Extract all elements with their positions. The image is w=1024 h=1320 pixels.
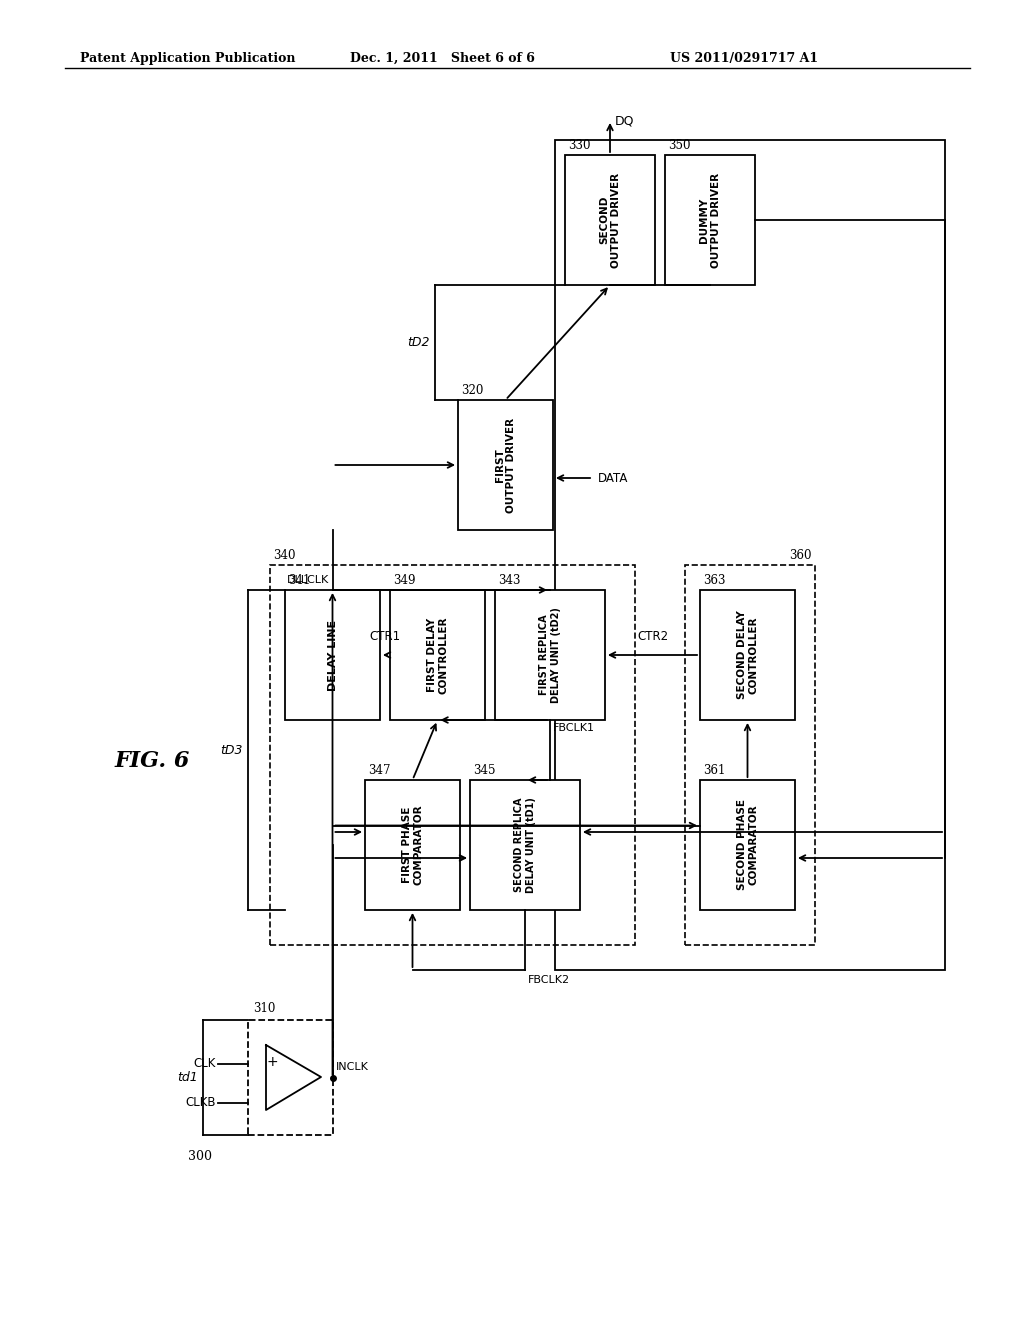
Text: 345: 345 <box>473 764 496 777</box>
Polygon shape <box>266 1045 321 1110</box>
Text: 349: 349 <box>393 574 416 587</box>
Text: 363: 363 <box>703 574 725 587</box>
Text: SECOND DELAY
CONTROLLER: SECOND DELAY CONTROLLER <box>736 611 759 700</box>
Bar <box>700 590 795 719</box>
Text: DUMMY
OUTPUT DRIVER: DUMMY OUTPUT DRIVER <box>699 173 721 268</box>
Text: tD3: tD3 <box>220 743 243 756</box>
Text: DATA: DATA <box>598 471 629 484</box>
Text: CTR2: CTR2 <box>637 630 668 643</box>
Bar <box>458 400 553 531</box>
Bar <box>285 590 380 719</box>
Text: FIRST DELAY
CONTROLLER: FIRST DELAY CONTROLLER <box>427 616 449 694</box>
Text: 343: 343 <box>498 574 520 587</box>
Text: CTR1: CTR1 <box>370 630 400 643</box>
Text: td1: td1 <box>177 1071 198 1084</box>
Bar <box>665 154 755 285</box>
Text: 320: 320 <box>461 384 483 397</box>
Bar <box>470 780 580 909</box>
Text: Dec. 1, 2011   Sheet 6 of 6: Dec. 1, 2011 Sheet 6 of 6 <box>350 51 535 65</box>
Text: 361: 361 <box>703 764 725 777</box>
Text: 300: 300 <box>188 1150 212 1163</box>
Text: 347: 347 <box>368 764 390 777</box>
Bar <box>365 780 460 909</box>
Text: 341: 341 <box>288 574 310 587</box>
Text: INCLK: INCLK <box>336 1063 369 1072</box>
Bar <box>565 154 655 285</box>
Bar <box>390 590 485 719</box>
Text: SECOND
OUTPUT DRIVER: SECOND OUTPUT DRIVER <box>599 173 621 268</box>
Bar <box>700 780 795 909</box>
Text: FIRST PHASE
COMPARATOR: FIRST PHASE COMPARATOR <box>401 805 423 886</box>
Text: 360: 360 <box>790 549 812 562</box>
Text: FIRST REPLICA
DELAY UNIT (tD2): FIRST REPLICA DELAY UNIT (tD2) <box>540 607 561 704</box>
Text: US 2011/0291717 A1: US 2011/0291717 A1 <box>670 51 818 65</box>
Text: SECOND REPLICA
DELAY UNIT (tD1): SECOND REPLICA DELAY UNIT (tD1) <box>514 797 536 892</box>
Text: FBCLK2: FBCLK2 <box>528 975 570 985</box>
Text: FIG. 6: FIG. 6 <box>115 750 190 772</box>
Text: CLK: CLK <box>194 1057 216 1071</box>
Bar <box>270 565 635 945</box>
Text: 340: 340 <box>273 549 296 562</box>
Bar <box>555 140 945 970</box>
Text: 310: 310 <box>253 1002 275 1015</box>
Text: FIRST
OUTPUT DRIVER: FIRST OUTPUT DRIVER <box>495 417 516 512</box>
Text: DELAY LINE: DELAY LINE <box>328 619 338 690</box>
Text: 350: 350 <box>668 139 690 152</box>
Text: DLLCLK: DLLCLK <box>288 576 330 585</box>
Text: DQ: DQ <box>615 115 635 128</box>
Text: 330: 330 <box>568 139 591 152</box>
Text: +: + <box>266 1055 278 1069</box>
Text: tD2: tD2 <box>408 337 430 348</box>
Bar <box>495 590 605 719</box>
Text: CLKB: CLKB <box>185 1097 216 1109</box>
Text: FBCLK1: FBCLK1 <box>553 723 595 733</box>
Text: SECOND PHASE
COMPARATOR: SECOND PHASE COMPARATOR <box>736 800 759 891</box>
Bar <box>248 1020 333 1135</box>
Text: Patent Application Publication: Patent Application Publication <box>80 51 296 65</box>
Bar <box>685 565 815 945</box>
